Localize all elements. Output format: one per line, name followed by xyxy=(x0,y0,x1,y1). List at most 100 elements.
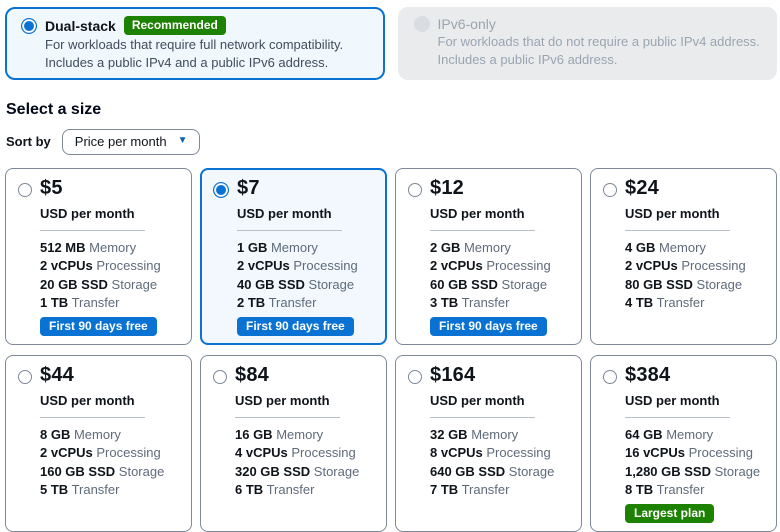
plan-body: $44 USD per month 8 GB Memory 2 vCPUs Pr… xyxy=(40,363,181,523)
spec-memory: 1 GB Memory xyxy=(237,239,318,255)
divider xyxy=(40,229,145,231)
spec-processing: 2 vCPUs Processing xyxy=(40,258,161,274)
spec-transfer: 6 TB Transfer xyxy=(235,482,315,498)
plan-body: $384 USD per month 64 GB Memory 16 vCPUs… xyxy=(625,363,766,523)
plan-body: $7 USD per month 1 GB Memory 2 vCPUs Pro… xyxy=(237,177,376,336)
radio-dual-stack[interactable] xyxy=(21,17,37,34)
plan-body: $84 USD per month 16 GB Memory 4 vCPUs P… xyxy=(235,363,376,523)
network-option-dual-stack[interactable]: Dual-stack Recommended For workloads tha… xyxy=(5,7,385,80)
plan-grid: $5 USD per month 512 MB Memory 2 vCPUs P… xyxy=(5,167,777,532)
recommended-badge: Recommended xyxy=(123,16,226,35)
plan-card-12[interactable]: $12 USD per month 2 GB Memory 2 vCPUs Pr… xyxy=(395,167,582,345)
plan-badge: First 90 days free xyxy=(430,316,547,336)
divider xyxy=(430,416,535,418)
sort-dropdown-value: Price per month xyxy=(74,133,167,149)
plan-card-384[interactable]: $384 USD per month 64 GB Memory 16 vCPUs… xyxy=(590,354,777,532)
spec-storage: 320 GB SSD Storage xyxy=(235,463,360,479)
spec-processing: 2 vCPUs Processing xyxy=(40,445,161,461)
plan-radio[interactable] xyxy=(18,369,32,384)
plan-card-44[interactable]: $44 USD per month 8 GB Memory 2 vCPUs Pr… xyxy=(5,354,192,532)
spec-memory: 16 GB Memory xyxy=(235,426,324,442)
spec-memory: 32 GB Memory xyxy=(430,426,519,442)
spec-processing: 4 vCPUs Processing xyxy=(235,445,356,461)
network-option-ipv6-only: IPv6-only For workloads that do not requ… xyxy=(397,7,777,80)
plan-price: $12 xyxy=(430,176,464,199)
spec-transfer: 8 TB Transfer xyxy=(625,482,705,498)
plan-radio[interactable] xyxy=(408,369,422,384)
network-option-description: For workloads that do not require a publ… xyxy=(437,34,760,67)
network-option-label: IPv6-only xyxy=(437,16,496,32)
network-option-label: Dual-stack xyxy=(45,17,116,34)
network-option-description: For workloads that require full network … xyxy=(45,37,344,70)
plan-card-164[interactable]: $164 USD per month 32 GB Memory 8 vCPUs … xyxy=(395,354,582,532)
plan-body: $5 USD per month 512 MB Memory 2 vCPUs P… xyxy=(40,176,181,336)
network-type-selector: Dual-stack Recommended For workloads tha… xyxy=(5,7,777,80)
spec-storage: 60 GB SSD Storage xyxy=(430,276,548,292)
divider xyxy=(40,416,145,418)
spec-storage: 1,280 GB SSD Storage xyxy=(625,463,761,479)
spec-memory: 512 MB Memory xyxy=(40,239,137,255)
spec-processing: 2 vCPUs Processing xyxy=(625,258,746,274)
spec-transfer: 2 TB Transfer xyxy=(237,295,317,311)
instance-plan-selection: Dual-stack Recommended For workloads tha… xyxy=(5,7,777,532)
network-option-header: Dual-stack Recommended xyxy=(21,16,369,35)
plan-period: USD per month xyxy=(235,392,330,408)
plan-body: $24 USD per month 4 GB Memory 2 vCPUs Pr… xyxy=(625,176,766,336)
plan-price: $164 xyxy=(430,363,476,386)
plan-period: USD per month xyxy=(430,392,525,408)
spec-transfer: 4 TB Transfer xyxy=(625,295,705,311)
spec-storage: 160 GB SSD Storage xyxy=(40,463,165,479)
plan-card-84[interactable]: $84 USD per month 16 GB Memory 4 vCPUs P… xyxy=(200,354,387,532)
plan-card-5[interactable]: $5 USD per month 512 MB Memory 2 vCPUs P… xyxy=(5,167,192,345)
plan-period: USD per month xyxy=(625,205,720,221)
plan-price: $24 xyxy=(625,176,659,199)
plan-period: USD per month xyxy=(430,205,525,221)
divider xyxy=(625,416,730,418)
spec-processing: 2 vCPUs Processing xyxy=(430,258,551,274)
plan-badge: First 90 days free xyxy=(237,316,354,336)
spec-storage: 40 GB SSD Storage xyxy=(237,276,355,292)
network-option-header: IPv6-only xyxy=(413,16,762,32)
radio-ipv6-only xyxy=(413,16,430,32)
plan-period: USD per month xyxy=(40,392,135,408)
plan-body: $164 USD per month 32 GB Memory 8 vCPUs … xyxy=(430,363,571,523)
chevron-down-icon: ▼ xyxy=(177,135,188,147)
plan-card-7[interactable]: $7 USD per month 1 GB Memory 2 vCPUs Pro… xyxy=(200,167,387,345)
spec-storage: 640 GB SSD Storage xyxy=(430,463,555,479)
spec-transfer: 1 TB Transfer xyxy=(40,295,120,311)
spec-memory: 64 GB Memory xyxy=(625,426,714,442)
plan-card-24[interactable]: $24 USD per month 4 GB Memory 2 vCPUs Pr… xyxy=(590,167,777,345)
plan-radio[interactable] xyxy=(18,182,32,197)
plan-radio[interactable] xyxy=(603,182,617,197)
divider xyxy=(430,229,535,231)
spec-processing: 2 vCPUs Processing xyxy=(237,258,358,274)
plan-badge: First 90 days free xyxy=(40,316,157,336)
sort-dropdown[interactable]: Price per month ▼ xyxy=(61,128,201,155)
plan-price: $44 xyxy=(40,363,74,386)
spec-transfer: 7 TB Transfer xyxy=(430,482,510,498)
spec-storage: 20 GB SSD Storage xyxy=(40,276,158,292)
plan-price: $5 xyxy=(40,176,63,199)
plan-price: $384 xyxy=(625,363,671,386)
page-title: Select a size xyxy=(6,100,102,118)
plan-period: USD per month xyxy=(237,205,332,221)
divider xyxy=(625,229,730,231)
sort-by-label: Sort by xyxy=(6,134,51,150)
plan-radio[interactable] xyxy=(408,182,422,197)
spec-processing: 8 vCPUs Processing xyxy=(430,445,551,461)
spec-processing: 16 vCPUs Processing xyxy=(625,445,753,461)
plan-period: USD per month xyxy=(625,392,720,408)
plan-radio[interactable] xyxy=(213,369,227,384)
divider xyxy=(235,416,340,418)
plan-badge: Largest plan xyxy=(625,503,715,523)
spec-storage: 80 GB SSD Storage xyxy=(625,276,743,292)
sort-row: Sort by Price per month ▼ xyxy=(6,128,777,155)
spec-memory: 2 GB Memory xyxy=(430,239,511,255)
plan-radio[interactable] xyxy=(213,181,229,198)
divider xyxy=(237,229,342,231)
plan-radio[interactable] xyxy=(603,369,617,384)
spec-transfer: 3 TB Transfer xyxy=(430,295,510,311)
plan-price: $84 xyxy=(235,363,269,386)
spec-transfer: 5 TB Transfer xyxy=(40,482,120,498)
spec-memory: 4 GB Memory xyxy=(625,239,706,255)
